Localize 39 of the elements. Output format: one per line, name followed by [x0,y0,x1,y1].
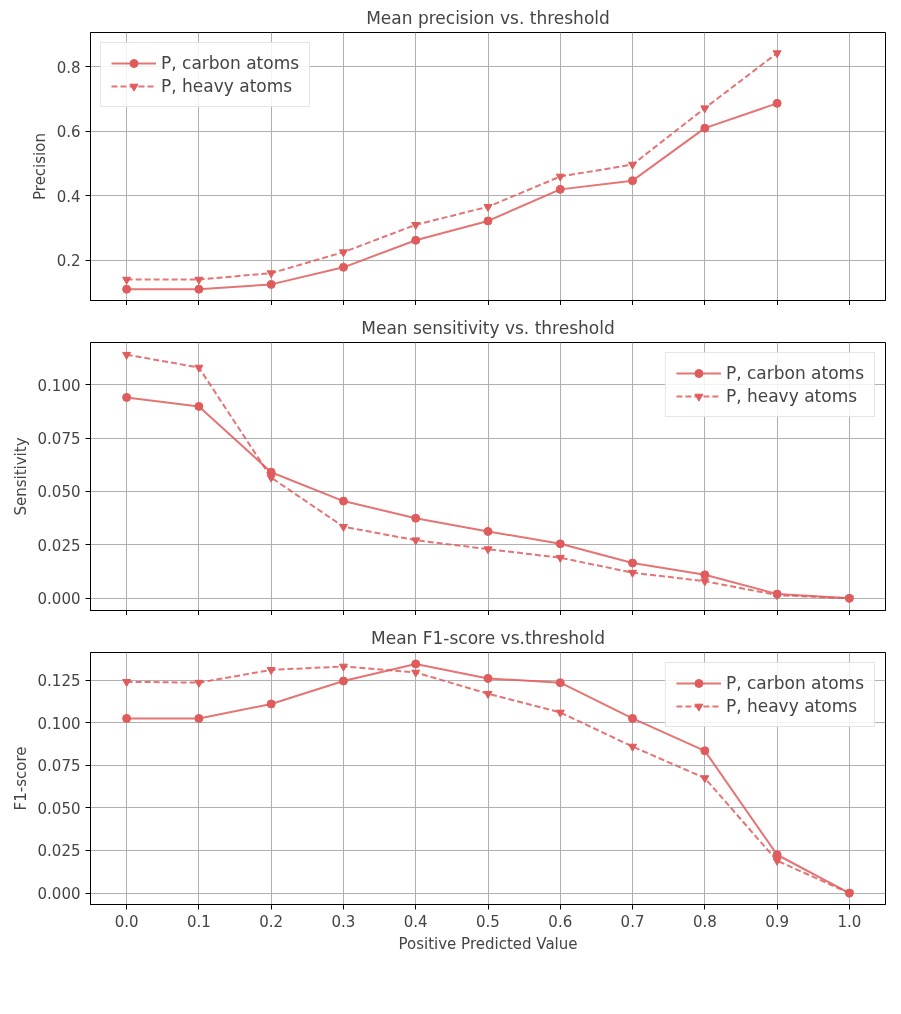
x-tick-label: 0.5 [476,912,500,931]
y-tick-label: 0.075 [37,757,81,776]
legend-label: P, carbon atoms [161,53,300,73]
x-tick-label: 0.3 [331,912,356,931]
y-tick-label: 0.2 [56,252,81,271]
x-tick-label: 0.8 [692,912,717,931]
x-tick-label: 0.1 [186,912,211,931]
y-tick-label: 0.8 [56,58,81,77]
y-tick-label: 0.4 [56,187,81,206]
chart-title: Mean precision vs. threshold [366,7,610,28]
chart-title: Mean F1-score vs.threshold [371,627,605,648]
legend-label: P, heavy atoms [161,76,293,96]
y-tick-label: 0.000 [37,590,81,609]
y-axis-title: F1-score [11,746,30,811]
x-tick-label: 0.2 [259,912,284,931]
y-tick-label: 0.050 [37,799,81,818]
y-tick-label: 0.000 [37,885,81,904]
legend-label: P, heavy atoms [725,696,858,716]
y-tick-label: 0.125 [37,672,81,691]
y-axis-title: Precision [30,133,49,200]
x-tick-label: 0.7 [620,912,645,931]
x-tick-label: 0.9 [765,912,790,931]
y-tick-label: 0.100 [37,714,81,733]
y-tick-label: 0.050 [37,483,81,502]
y-tick-label: 0.075 [37,430,81,449]
y-tick-label: 0.100 [37,376,81,395]
y-tick-label: 0.025 [37,842,81,861]
x-tick-label: 0.0 [114,912,139,931]
legend-label: P, carbon atoms [725,673,864,693]
chart-title: Mean sensitivity vs. threshold [361,317,615,338]
x-axis-title: Positive Predicted Value [398,934,578,953]
legend-label: P, carbon atoms [725,363,864,383]
y-axis-title: Sensitivity [11,437,30,516]
x-tick-label: 0.4 [403,912,428,931]
y-tick-label: 0.6 [56,123,81,142]
y-tick-label: 0.025 [37,536,81,555]
legend-label: P, heavy atoms [725,386,858,406]
x-tick-label: 1.0 [837,912,862,931]
x-tick-label: 0.6 [548,912,573,931]
